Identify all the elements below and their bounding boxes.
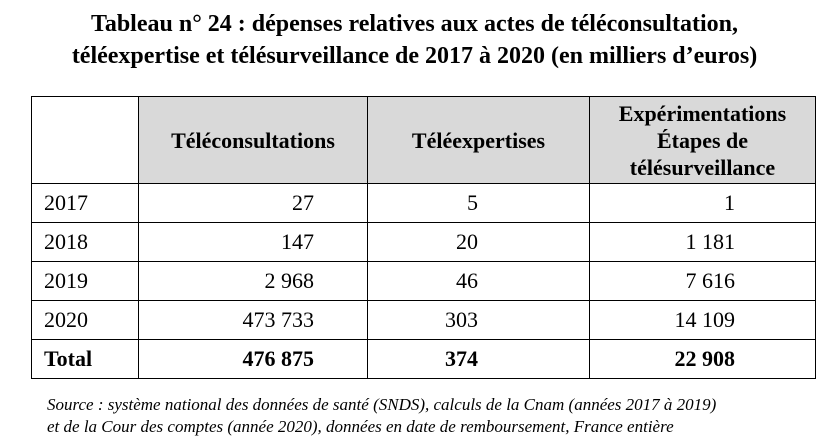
cell-teleexpertises: 5 <box>367 183 590 223</box>
table-row: 2019 2 968 46 7 616 <box>31 261 816 301</box>
row-year: 2020 <box>31 300 139 340</box>
row-year: 2018 <box>31 222 139 262</box>
cell-telesurveillance: 7 616 <box>589 261 816 301</box>
source-note-line-1: Source : système national des données de… <box>47 395 717 414</box>
cell-teleexpertises: 20 <box>367 222 590 262</box>
header-corner-cell <box>31 96 139 184</box>
table-row: 2020 473 733 303 14 109 <box>31 300 816 340</box>
row-year: 2019 <box>31 261 139 301</box>
header-teleexpertises: Téléexpertises <box>367 96 590 184</box>
total-label: Total <box>31 339 139 379</box>
cell-teleconsultations: 147 <box>138 222 368 262</box>
header-telesurveillance-line-2: Étapes de <box>656 127 749 153</box>
total-teleconsultations: 476 875 <box>138 339 368 379</box>
table-row: 2017 27 5 1 <box>31 183 816 223</box>
cell-teleexpertises: 303 <box>367 300 590 340</box>
header-teleconsultations: Téléconsultations <box>138 96 368 184</box>
cell-telesurveillance: 14 109 <box>589 300 816 340</box>
cell-teleconsultations: 27 <box>138 183 368 223</box>
cell-teleconsultations: 473 733 <box>138 300 368 340</box>
table-header-row: Téléconsultations Téléexpertises Expérim… <box>31 96 816 184</box>
cell-telesurveillance: 1 <box>589 183 816 223</box>
cell-teleconsultations: 2 968 <box>138 261 368 301</box>
expenses-table: Téléconsultations Téléexpertises Expérim… <box>31 96 816 379</box>
table-title-line-1: Tableau n° 24 : dépenses relatives aux a… <box>91 11 738 37</box>
row-year: 2017 <box>31 183 139 223</box>
total-teleexpertises: 374 <box>367 339 590 379</box>
cell-teleexpertises: 46 <box>367 261 590 301</box>
header-telesurveillance-line-1: Expérimentations <box>618 100 787 126</box>
cell-telesurveillance: 1 181 <box>589 222 816 262</box>
header-telesurveillance-line-3: télésurveillance <box>629 154 776 180</box>
source-note-line-2: et de la Cour des comptes (année 2020), … <box>47 417 674 436</box>
table-title-line-2: téléexpertise et télésurveillance de 201… <box>71 43 758 69</box>
table-row: 2018 147 20 1 181 <box>31 222 816 262</box>
header-telesurveillance: Expérimentations Étapes de télésurveilla… <box>589 96 816 184</box>
source-note: Source : système national des données de… <box>47 394 827 438</box>
table-title: Tableau n° 24 : dépenses relatives aux a… <box>0 8 829 72</box>
total-telesurveillance: 22 908 <box>589 339 816 379</box>
table-total-row: Total 476 875 374 22 908 <box>31 339 816 379</box>
